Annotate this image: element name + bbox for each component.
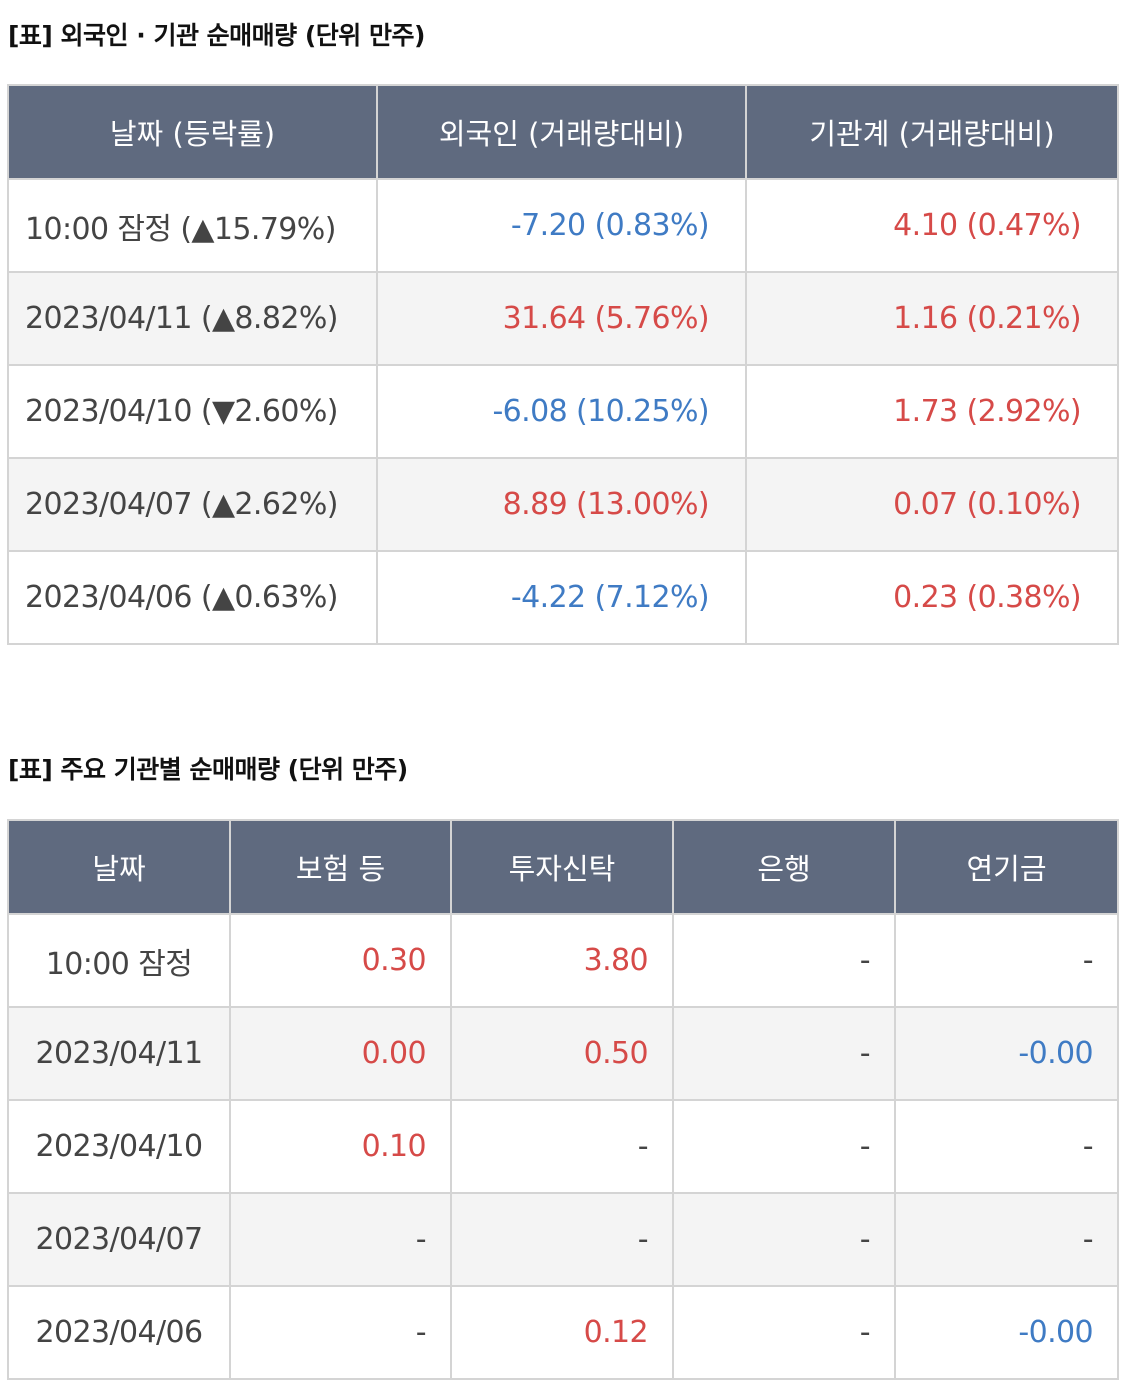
header-pension: 연기금: [894, 819, 1119, 915]
date-cell: 2023/04/11 (▲8.82%): [7, 271, 378, 366]
table1-caption: [표] 외국인 · 기관 순매매량 (단위 만주): [8, 21, 425, 50]
foreign-cell: -4.22 (7.12%): [376, 550, 747, 645]
date-cell: 10:00 잠정 (▲15.79%): [7, 178, 378, 273]
date-cell: 10:00 잠정: [7, 913, 231, 1008]
institution-cell: 1.73 (2.92%): [745, 364, 1119, 459]
table1-header-row: 날짜 (등락률) 외국인 (거래량대비) 기관계 (거래량대비): [7, 84, 1119, 180]
institution-cell: 0.23 (0.38%): [745, 550, 1119, 645]
pension-cell: -: [894, 1099, 1119, 1194]
header-investment-trust: 투자신탁: [450, 819, 674, 915]
pension-cell: -: [894, 1192, 1119, 1287]
trust-cell: -: [450, 1099, 674, 1194]
trust-cell: 0.12: [450, 1285, 674, 1380]
header-foreign: 외국인 (거래량대비): [376, 84, 747, 180]
table2-caption: [표] 주요 기관별 순매매량 (단위 만주): [8, 755, 408, 784]
bank-cell: -: [672, 1192, 896, 1287]
date-cell: 2023/04/10 (▼2.60%): [7, 364, 378, 459]
foreign-cell: -7.20 (0.83%): [376, 178, 747, 273]
date-cell: 2023/04/06 (▲0.63%): [7, 550, 378, 645]
header-date-change: 날짜 (등락률): [7, 84, 378, 180]
date-cell: 2023/04/10: [7, 1099, 231, 1194]
bank-cell: -: [672, 1099, 896, 1194]
date-cell: 2023/04/07: [7, 1192, 231, 1287]
header-date: 날짜: [7, 819, 231, 915]
pension-cell: -0.00: [894, 1285, 1119, 1380]
foreign-institution-table: 날짜 (등락률) 외국인 (거래량대비) 기관계 (거래량대비) 10:00 잠…: [7, 84, 1119, 645]
table-row: 2023/04/07 (▲2.62%) 8.89 (13.00%) 0.07 (…: [7, 457, 1119, 552]
insurance-cell: 0.30: [229, 913, 452, 1008]
trust-cell: -: [450, 1192, 674, 1287]
table2-header-row: 날짜 보험 등 투자신탁 은행 연기금: [7, 819, 1119, 915]
header-insurance: 보험 등: [229, 819, 452, 915]
foreign-cell: 8.89 (13.00%): [376, 457, 747, 552]
date-cell: 2023/04/06: [7, 1285, 231, 1380]
bank-cell: -: [672, 1285, 896, 1380]
date-cell: 2023/04/11: [7, 1006, 231, 1101]
table-row: 2023/04/10 (▼2.60%) -6.08 (10.25%) 1.73 …: [7, 364, 1119, 459]
insurance-cell: 0.00: [229, 1006, 452, 1101]
table-row: 10:00 잠정 (▲15.79%) -7.20 (0.83%) 4.10 (0…: [7, 178, 1119, 273]
table-row: 2023/04/10 0.10 - - -: [7, 1099, 1119, 1194]
table-row: 10:00 잠정 0.30 3.80 - -: [7, 913, 1119, 1008]
table-row: 2023/04/11 (▲8.82%) 31.64 (5.76%) 1.16 (…: [7, 271, 1119, 366]
table-row: 2023/04/11 0.00 0.50 - -0.00: [7, 1006, 1119, 1101]
insurance-cell: 0.10: [229, 1099, 452, 1194]
institution-breakdown-table: 날짜 보험 등 투자신탁 은행 연기금 10:00 잠정 0.30 3.80 -…: [7, 819, 1119, 1380]
table-row: 2023/04/06 (▲0.63%) -4.22 (7.12%) 0.23 (…: [7, 550, 1119, 645]
foreign-cell: -6.08 (10.25%): [376, 364, 747, 459]
pension-cell: -: [894, 913, 1119, 1008]
header-institution: 기관계 (거래량대비): [745, 84, 1119, 180]
insurance-cell: -: [229, 1285, 452, 1380]
table-row: 2023/04/07 - - - -: [7, 1192, 1119, 1287]
institution-cell: 0.07 (0.10%): [745, 457, 1119, 552]
trust-cell: 3.80: [450, 913, 674, 1008]
foreign-cell: 31.64 (5.76%): [376, 271, 747, 366]
bank-cell: -: [672, 1006, 896, 1101]
table-row: 2023/04/06 - 0.12 - -0.00: [7, 1285, 1119, 1380]
header-bank: 은행: [672, 819, 896, 915]
institution-cell: 1.16 (0.21%): [745, 271, 1119, 366]
insurance-cell: -: [229, 1192, 452, 1287]
trust-cell: 0.50: [450, 1006, 674, 1101]
date-cell: 2023/04/07 (▲2.62%): [7, 457, 378, 552]
institution-cell: 4.10 (0.47%): [745, 178, 1119, 273]
pension-cell: -0.00: [894, 1006, 1119, 1101]
bank-cell: -: [672, 913, 896, 1008]
